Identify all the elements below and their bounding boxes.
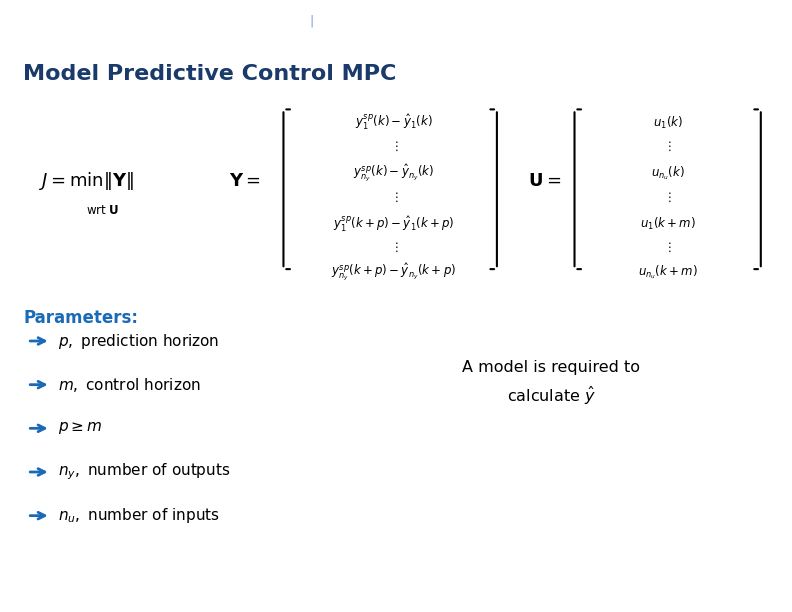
Text: $u_{n_u}(k+m)$: $u_{n_u}(k+m)$ — [638, 263, 698, 280]
Text: $u_1(k)$: $u_1(k)$ — [653, 114, 683, 131]
Text: $y_1^{sp}(k) - \hat{y}_1(k)$: $y_1^{sp}(k) - \hat{y}_1(k)$ — [355, 113, 433, 132]
Text: $J = \min\|\mathbf{Y}\|$: $J = \min\|\mathbf{Y}\|$ — [39, 170, 134, 192]
Text: A model is required to
calculate $\hat{y}$: A model is required to calculate $\hat{y… — [463, 360, 640, 407]
Text: $u_1(k+m)$: $u_1(k+m)$ — [640, 216, 695, 232]
Text: $\vdots$: $\vdots$ — [390, 140, 398, 153]
Text: Introduction: Introduction — [218, 15, 293, 28]
Text: $\vdots$: $\vdots$ — [664, 140, 672, 153]
Text: Model Predictive Control MPC: Model Predictive Control MPC — [24, 64, 397, 84]
Text: $\vdots$: $\vdots$ — [664, 191, 672, 204]
Text: $m,$ control horizon: $m,$ control horizon — [59, 376, 201, 394]
Text: $y_{n_y}^{sp}(k+p) - \hat{y}_{n_y}(k+p)$: $y_{n_y}^{sp}(k+p) - \hat{y}_{n_y}(k+p)$ — [332, 261, 457, 283]
Text: $n_y,$ number of outputs: $n_y,$ number of outputs — [59, 461, 231, 482]
Text: $\vdots$: $\vdots$ — [664, 241, 672, 255]
Text: $y_{n_y}^{sp}(k) - \hat{y}_{n_y}(k)$: $y_{n_y}^{sp}(k) - \hat{y}_{n_y}(k)$ — [353, 163, 435, 184]
Text: Parameters:: Parameters: — [24, 309, 139, 327]
Text: Model Predictive Control: Model Predictive Control — [325, 15, 497, 28]
Text: $\mathbf{U} =$: $\mathbf{U} =$ — [528, 172, 562, 190]
Text: $\mathbf{Y} =$: $\mathbf{Y} =$ — [229, 172, 261, 190]
Text: $u_{n_u}(k)$: $u_{n_u}(k)$ — [651, 165, 684, 182]
Text: wrt $\mathbf{U}$: wrt $\mathbf{U}$ — [86, 204, 119, 217]
Text: Diaz-Mendoza R. and Budman H: Diaz-Mendoza R. and Budman H — [16, 589, 173, 599]
Text: $n_u,$ number of inputs: $n_u,$ number of inputs — [59, 506, 220, 525]
Text: Robust NMPC using Volterra Models and the SSV: Robust NMPC using Volterra Models and th… — [277, 589, 515, 599]
Text: $\vdots$: $\vdots$ — [390, 241, 398, 255]
Text: $\vdots$: $\vdots$ — [390, 191, 398, 204]
Text: $p,$ prediction horizon: $p,$ prediction horizon — [59, 332, 219, 351]
Text: |: | — [309, 15, 313, 28]
Text: $y_1^{sp}(k+p) - \hat{y}_1(k+p)$: $y_1^{sp}(k+p) - \hat{y}_1(k+p)$ — [333, 214, 455, 234]
Text: $p \geq m$: $p \geq m$ — [59, 420, 103, 436]
